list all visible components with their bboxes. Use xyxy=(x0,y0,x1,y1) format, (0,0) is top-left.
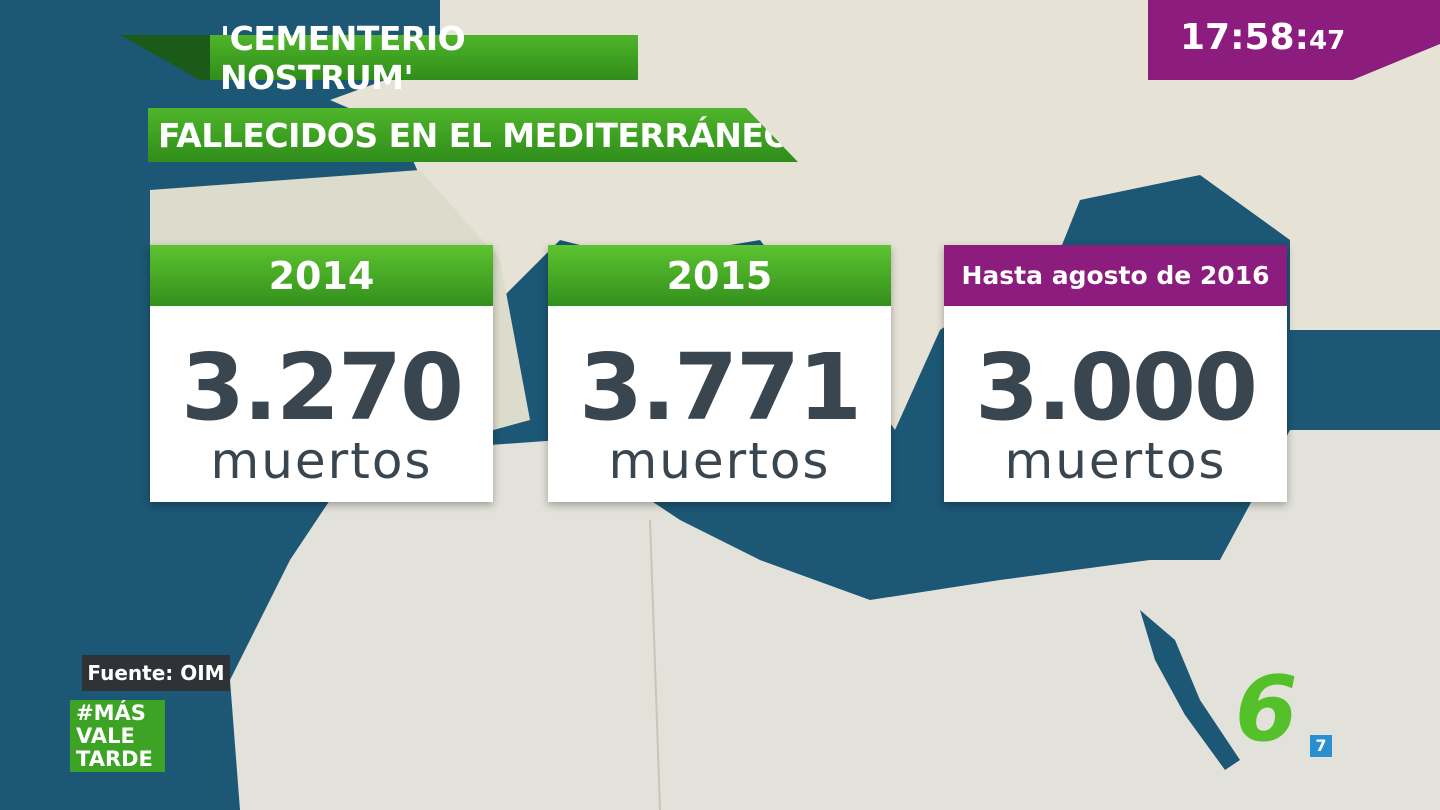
hashtag-line: #MÁS xyxy=(76,701,146,725)
logo: 6 xyxy=(1235,657,1298,762)
card-value: 3.771 xyxy=(578,334,862,441)
card-value: 3.270 xyxy=(180,334,464,441)
card-body: 3.000 muertos xyxy=(944,306,1287,502)
subtitle: FALLECIDOS EN EL MEDITERRÁNEO xyxy=(148,108,798,162)
card-unit: muertos xyxy=(1004,432,1227,490)
card-unit: muertos xyxy=(210,432,433,490)
stat-card: 2014 3.270 muertos xyxy=(150,245,493,502)
card-label: 2014 xyxy=(150,245,493,306)
card-body: 3.771 muertos xyxy=(548,306,891,502)
card-body: 3.270 muertos xyxy=(150,306,493,502)
stat-card: 2015 3.771 muertos xyxy=(548,245,891,502)
title: 'CEMENTERIO NOSTRUM' xyxy=(210,19,638,97)
hashtag-line: TARDE xyxy=(76,747,153,771)
card-label: Hasta agosto de 2016 xyxy=(944,245,1287,306)
hashtag: #MÁS VALE TARDE xyxy=(70,700,165,772)
clock-seconds: 47 xyxy=(1309,26,1346,56)
card-unit: muertos xyxy=(608,432,831,490)
source: Fuente: OIM xyxy=(82,655,230,691)
card-label: 2015 xyxy=(548,245,891,306)
stat-card: Hasta agosto de 2016 3.000 muertos xyxy=(944,245,1287,502)
logo-badge: 7 xyxy=(1310,735,1332,757)
card-value: 3.000 xyxy=(974,334,1258,441)
clock-time: 17:58: xyxy=(1180,17,1309,58)
hashtag-line: VALE xyxy=(76,724,135,748)
